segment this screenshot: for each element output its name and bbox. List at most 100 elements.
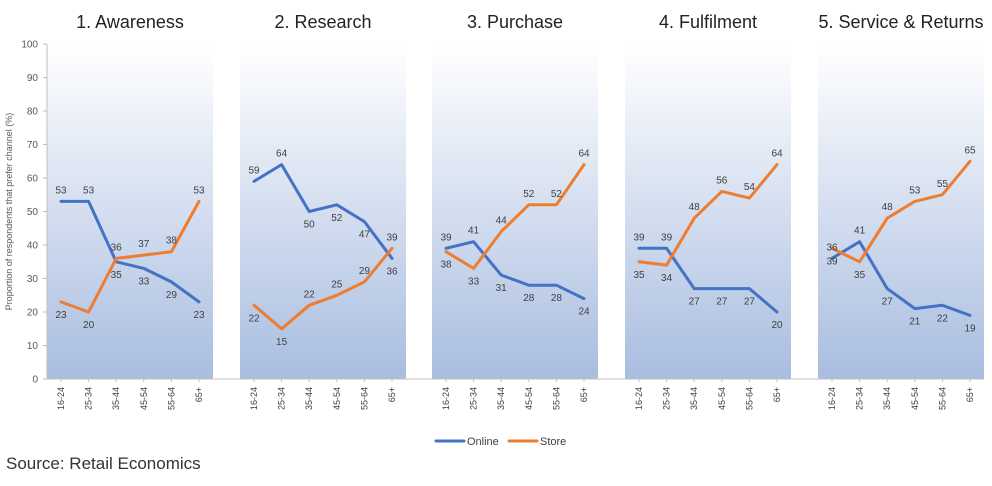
data-label-online: 39 bbox=[661, 232, 673, 243]
x-tick-label: 16-24 bbox=[249, 387, 259, 410]
data-label-online: 20 bbox=[771, 320, 783, 331]
data-label-online: 36 bbox=[386, 266, 398, 277]
data-label-store: 36 bbox=[111, 242, 123, 253]
data-label-online: 59 bbox=[248, 165, 260, 176]
x-tick-label: 45-54 bbox=[139, 387, 149, 410]
x-tick-label: 45-54 bbox=[717, 387, 727, 410]
data-label-store: 53 bbox=[909, 185, 921, 196]
y-tick-label: 30 bbox=[27, 274, 39, 285]
data-label-store: 48 bbox=[689, 202, 701, 213]
x-tick-label: 45-54 bbox=[332, 387, 342, 410]
data-label-online: 31 bbox=[496, 283, 508, 294]
data-label-online: 35 bbox=[111, 270, 123, 281]
x-tick-label: 35-44 bbox=[111, 387, 121, 410]
data-label-online: 28 bbox=[523, 293, 535, 304]
panel-title-5: 5. Service & Returns bbox=[818, 12, 983, 32]
y-tick-label: 40 bbox=[27, 241, 39, 252]
series-line-online-panel-1 bbox=[59, 199, 201, 304]
data-label-online: 27 bbox=[882, 297, 894, 308]
data-label-online: 53 bbox=[55, 185, 67, 196]
data-label-store: 52 bbox=[523, 189, 535, 200]
x-tick-label: 35-44 bbox=[304, 387, 314, 410]
data-label-store: 64 bbox=[771, 149, 783, 160]
x-tick-label: 45-54 bbox=[910, 387, 920, 410]
x-tick-label: 25-34 bbox=[662, 387, 672, 410]
data-label-store: 29 bbox=[359, 266, 371, 277]
data-label-store: 55 bbox=[937, 179, 949, 190]
data-label-store: 15 bbox=[276, 337, 288, 348]
data-label-store: 25 bbox=[331, 279, 343, 290]
data-label-online: 52 bbox=[331, 213, 343, 224]
series-line-online-panel-5 bbox=[830, 240, 972, 317]
data-label-store: 22 bbox=[304, 289, 316, 300]
data-label-online: 22 bbox=[937, 313, 949, 324]
panel-title-3: 3. Purchase bbox=[467, 12, 563, 32]
data-label-store: 56 bbox=[716, 175, 728, 186]
panel-title-1: 1. Awareness bbox=[76, 12, 184, 32]
data-label-online: 29 bbox=[166, 290, 178, 301]
data-label-store: 52 bbox=[551, 189, 563, 200]
x-tick-label: 35-44 bbox=[496, 387, 506, 410]
data-label-store: 20 bbox=[83, 320, 95, 331]
panel-title-4: 4. Fulfilment bbox=[659, 12, 757, 32]
data-label-online: 50 bbox=[304, 220, 316, 231]
x-tick-label: 65+ bbox=[579, 387, 589, 402]
data-label-store: 22 bbox=[248, 313, 260, 324]
panel-title-2: 2. Research bbox=[274, 12, 371, 32]
x-tick-label: 25-34 bbox=[469, 387, 479, 410]
y-tick-label: 0 bbox=[32, 375, 38, 386]
x-tick-label: 55-64 bbox=[359, 387, 369, 410]
data-label-online: 33 bbox=[138, 276, 150, 287]
data-label-online: 39 bbox=[633, 232, 645, 243]
data-label-store: 48 bbox=[882, 202, 894, 213]
data-label-online: 28 bbox=[551, 293, 563, 304]
data-label-online: 53 bbox=[83, 185, 95, 196]
x-tick-label: 16-24 bbox=[56, 387, 66, 410]
data-label-online: 27 bbox=[689, 297, 701, 308]
panel-background-1 bbox=[47, 44, 213, 379]
y-tick-label: 10 bbox=[27, 341, 39, 352]
x-tick-label: 55-64 bbox=[551, 387, 561, 410]
data-label-store: 34 bbox=[661, 273, 673, 284]
data-label-online: 64 bbox=[276, 149, 288, 160]
data-label-online: 24 bbox=[578, 307, 590, 318]
y-tick-label: 100 bbox=[21, 40, 38, 51]
x-tick-label: 65+ bbox=[194, 387, 204, 402]
y-tick-label: 90 bbox=[27, 73, 39, 84]
x-tick-label: 55-64 bbox=[166, 387, 176, 410]
series-line-online-panel-3 bbox=[444, 240, 586, 301]
x-tick-label: 65+ bbox=[387, 387, 397, 402]
data-label-store: 44 bbox=[496, 216, 508, 227]
data-label-store: 23 bbox=[55, 310, 67, 321]
data-label-online: 27 bbox=[744, 297, 756, 308]
series-line-store-panel-2 bbox=[252, 246, 394, 331]
y-axis-title: Proportion of respondents that prefer ch… bbox=[4, 113, 14, 311]
data-label-online: 36 bbox=[826, 242, 838, 253]
data-label-store: 39 bbox=[826, 256, 838, 267]
x-tick-label: 25-34 bbox=[277, 387, 287, 410]
x-tick-label: 55-64 bbox=[744, 387, 754, 410]
y-tick-label: 60 bbox=[27, 174, 39, 185]
data-label-online: 41 bbox=[854, 226, 866, 237]
x-tick-label: 35-44 bbox=[882, 387, 892, 410]
data-label-store: 35 bbox=[633, 270, 645, 281]
x-tick-label: 25-34 bbox=[84, 387, 94, 410]
panel-background-3 bbox=[432, 44, 598, 379]
series-line-store-panel-5 bbox=[830, 159, 972, 264]
series-line-online-panel-2 bbox=[252, 163, 394, 260]
data-label-store: 35 bbox=[854, 270, 866, 281]
x-tick-label: 16-24 bbox=[827, 387, 837, 410]
legend-label-online: Online bbox=[467, 436, 499, 448]
x-tick-label: 55-64 bbox=[937, 387, 947, 410]
y-tick-label: 20 bbox=[27, 308, 39, 319]
data-label-store: 39 bbox=[386, 232, 398, 243]
series-line-online-panel-4 bbox=[637, 246, 779, 314]
source-note: Source: Retail Economics bbox=[6, 454, 201, 473]
x-tick-label: 25-34 bbox=[855, 387, 865, 410]
x-tick-label: 65+ bbox=[965, 387, 975, 402]
x-tick-label: 65+ bbox=[772, 387, 782, 402]
data-label-online: 21 bbox=[909, 317, 921, 328]
data-label-store: 64 bbox=[578, 149, 590, 160]
